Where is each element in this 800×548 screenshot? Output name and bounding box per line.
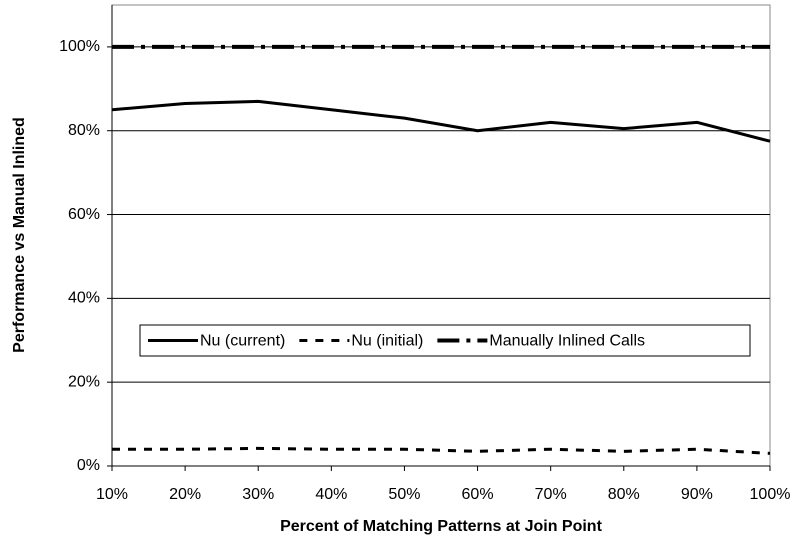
x-tick-label: 50% [388,486,420,503]
x-tick-label: 60% [462,486,494,503]
legend-label: Nu (initial) [351,333,423,350]
x-tick-label: 40% [315,486,347,503]
legend: Nu (current) Nu (initial) Manually Inlined… [139,324,751,357]
x-tick-label: 10% [96,486,128,503]
plot-area [111,4,771,467]
series-line [111,99,771,143]
x-tick-label: 90% [681,486,713,503]
x-axis-title: Percent of Matching Patterns at Join Poi… [280,518,602,535]
series-line [112,446,771,455]
y-tick-label: 40% [68,290,100,307]
legend-label: Manually Inlined Calls [489,333,645,350]
x-tick-label: 30% [242,486,274,503]
legend-label: Nu (current) [200,333,285,350]
y-tick-label: 20% [68,373,100,390]
x-tick-label: 20% [169,486,201,503]
y-tick-label: 60% [68,206,100,223]
y-tick-label: 80% [68,122,100,139]
y-tick-label: 0% [77,457,100,474]
x-tick-label: 100% [750,486,791,503]
y-tick-label: 100% [59,38,100,55]
x-tick-label: 70% [535,486,567,503]
x-tick-label: 80% [608,486,640,503]
y-axis-title: Performance vs Manual Inlined [11,117,28,353]
